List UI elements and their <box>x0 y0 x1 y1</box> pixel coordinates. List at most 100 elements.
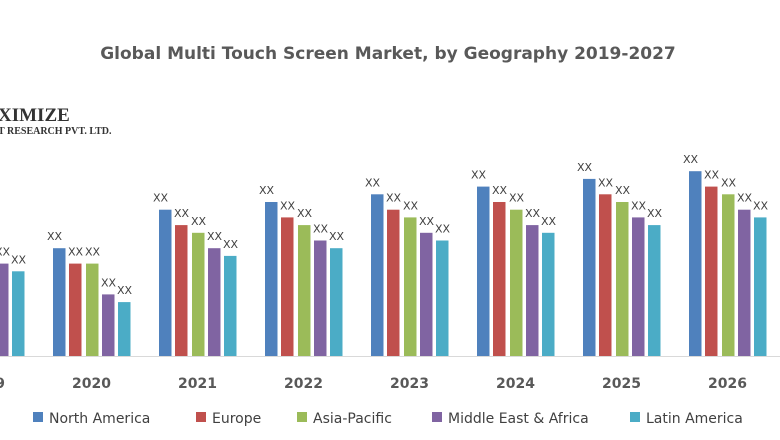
data-label-2020-2: XX <box>85 246 101 259</box>
bar-2026-2 <box>722 194 735 356</box>
bar-2020-0 <box>53 248 66 356</box>
bar-2020-3 <box>102 294 115 356</box>
bar-2022-0 <box>265 202 278 356</box>
data-label-2023-3: XX <box>419 215 435 228</box>
bar-2022-4 <box>330 248 343 356</box>
data-label-2024-2: XX <box>509 192 525 205</box>
data-label-2020-1: XX <box>68 246 84 259</box>
data-label-2020-0: XX <box>47 230 63 243</box>
data-label-2021-1: XX <box>174 207 190 220</box>
legend-swatch-0 <box>33 412 43 422</box>
legend-swatch-4 <box>630 412 640 422</box>
chart-title: Global Multi Touch Screen Market, by Geo… <box>100 44 676 64</box>
data-label-2025-1: XX <box>598 176 614 189</box>
data-label-2020-4: XX <box>117 284 133 297</box>
data-label-2023-4: XX <box>435 223 451 236</box>
bar-2019-3 <box>0 263 9 356</box>
bar-2023-3 <box>420 232 433 356</box>
bar-2022-1 <box>281 217 294 356</box>
bar-2024-1 <box>493 202 506 356</box>
data-label-2021-3: XX <box>207 230 223 243</box>
data-label-2026-0: XX <box>683 153 699 166</box>
bar-2023-0 <box>371 194 384 356</box>
bar-2021-3 <box>208 248 221 356</box>
bar-2024-4 <box>542 232 555 356</box>
bar-2021-4 <box>224 255 237 356</box>
bar-2025-0 <box>583 178 596 356</box>
legend-label-1: Europe <box>212 411 261 427</box>
logo-text-sub: T RESEARCH PVT. LTD. <box>0 126 112 137</box>
data-label-2023-0: XX <box>365 176 381 189</box>
x-tick-label-2023: 2023 <box>390 376 429 392</box>
x-tick-label-2022: 2022 <box>284 376 323 392</box>
legend-swatch-3 <box>432 412 442 422</box>
data-label-2025-0: XX <box>577 161 593 174</box>
bar-2022-3 <box>314 240 327 356</box>
data-label-2024-0: XX <box>471 169 487 182</box>
x-tick-label-2025: 2025 <box>602 376 641 392</box>
bar-2021-2 <box>192 232 205 356</box>
bar-2025-3 <box>632 217 645 356</box>
bar-2024-0 <box>477 186 490 356</box>
bar-2020-1 <box>69 263 82 356</box>
bar-2026-1 <box>705 186 718 356</box>
legend: North America Europe Asia-Pacific Middle Ea… <box>33 411 743 427</box>
bar-2020-2 <box>86 263 99 356</box>
data-label-2022-1: XX <box>280 199 296 212</box>
x-tick-label-2020: 2020 <box>72 376 111 392</box>
data-label-2019-3: XX <box>0 246 11 259</box>
legend-label-0: North America <box>49 411 150 427</box>
data-label-2021-2: XX <box>191 215 207 228</box>
data-label-2026-4: XX <box>753 199 769 212</box>
data-label-2026-3: XX <box>737 192 753 205</box>
x-tick-label-2019: 2019 <box>0 376 5 392</box>
legend-label-3: Middle East & Africa <box>448 411 589 427</box>
data-label-2023-1: XX <box>386 192 402 205</box>
data-label-2024-1: XX <box>492 184 508 197</box>
x-tick-label-2024: 2024 <box>496 376 535 392</box>
bar-2019-4 <box>12 271 25 356</box>
data-label-2025-3: XX <box>631 199 647 212</box>
bar-2021-1 <box>175 225 188 356</box>
bar-2023-2 <box>404 217 417 356</box>
data-label-2025-2: XX <box>615 184 631 197</box>
bar-2026-4 <box>754 217 767 356</box>
data-label-2020-3: XX <box>101 276 117 289</box>
data-label-2021-4: XX <box>223 238 239 251</box>
bar-2026-3 <box>738 209 751 356</box>
logo: XIMIZE T RESEARCH PVT. LTD. <box>0 105 112 137</box>
bar-2021-0 <box>159 209 172 356</box>
data-label-2022-4: XX <box>329 230 345 243</box>
x-tick-label-2021: 2021 <box>178 376 217 392</box>
legend-swatch-2 <box>297 412 307 422</box>
data-label-2022-2: XX <box>297 207 313 220</box>
logo-text-main: XIMIZE <box>0 105 70 126</box>
legend-swatch-1 <box>196 412 206 422</box>
bar-2023-4 <box>436 240 449 356</box>
data-label-2024-3: XX <box>525 207 541 220</box>
data-label-2026-2: XX <box>721 176 737 189</box>
data-label-2021-0: XX <box>153 192 169 205</box>
bar-2025-2 <box>616 202 629 356</box>
data-label-2022-3: XX <box>313 223 329 236</box>
bar-2022-2 <box>298 225 311 356</box>
data-label-2024-4: XX <box>541 215 557 228</box>
x-tick-label-2026: 2026 <box>708 376 747 392</box>
legend-label-2: Asia-Pacific <box>313 411 392 427</box>
legend-label-4: Latin America <box>646 411 743 427</box>
bar-2023-1 <box>387 209 400 356</box>
x-tick-labels: 2019 2020 2021 2022 2023 2024 2025 2026 <box>0 376 747 392</box>
bar-2020-4 <box>118 302 131 356</box>
data-label-2026-1: XX <box>704 169 720 182</box>
bar-2024-2 <box>510 209 523 356</box>
data-label-2019-4: XX <box>11 253 27 266</box>
data-label-2023-2: XX <box>403 199 419 212</box>
bar-2024-3 <box>526 225 539 356</box>
bar-2025-1 <box>599 194 612 356</box>
bar-2026-0 <box>689 171 702 356</box>
bar-2025-4 <box>648 225 661 356</box>
data-label-2025-4: XX <box>647 207 663 220</box>
data-label-2022-0: XX <box>259 184 275 197</box>
